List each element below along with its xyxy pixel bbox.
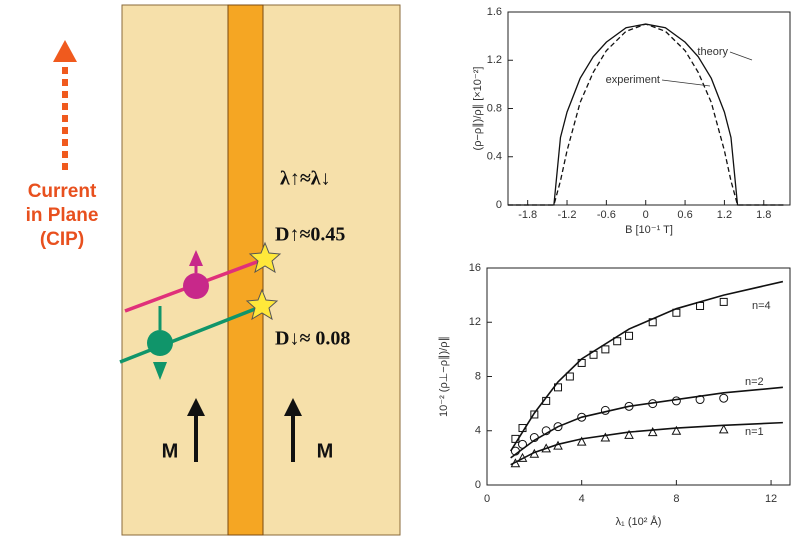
current-label: Current bbox=[28, 181, 97, 202]
spin-down-electron bbox=[147, 330, 173, 356]
point bbox=[519, 440, 527, 448]
fit-curve bbox=[511, 423, 783, 465]
point bbox=[720, 425, 728, 433]
x-tick-label: 0 bbox=[484, 493, 490, 505]
x-axis-label: B [10⁻¹ T] bbox=[625, 224, 673, 236]
chart: -1.8 -1.2 -0.6 0 0.6 1.2 1.8 0 0.4 0.8 1.2 1.6 B [10… bbox=[472, 6, 790, 236]
m-label: M bbox=[162, 440, 179, 462]
current-label: (CIP) bbox=[40, 229, 84, 250]
x-tick-label: 1.2 bbox=[717, 209, 732, 221]
x-tick-label: -1.8 bbox=[518, 209, 537, 221]
plot-frame bbox=[508, 12, 790, 205]
y-tick-label: 0 bbox=[496, 199, 502, 211]
x-tick-label: 0.6 bbox=[677, 209, 692, 221]
figure: Current in Plane (CIP) λ↑≈λ↓ D↑≈0.45 D↓≈… bbox=[0, 0, 796, 538]
point bbox=[602, 346, 609, 353]
point bbox=[720, 394, 728, 402]
current-arrow-head bbox=[53, 40, 77, 62]
y-axis-label: (ρ−ρ∥)/ρ∥ [×10⁻²] bbox=[472, 67, 484, 151]
x-tick-label: 12 bbox=[765, 493, 777, 505]
x-tick-label: 4 bbox=[579, 493, 585, 505]
y-tick-label: 0 bbox=[475, 479, 481, 491]
leader-line bbox=[730, 52, 752, 60]
lambda-label: λ↑≈λ↓ bbox=[280, 168, 331, 190]
x-tick-label: 0 bbox=[643, 209, 649, 221]
series-label: n=4 bbox=[752, 300, 771, 312]
series-label: theory bbox=[697, 46, 728, 58]
y-tick-label: 1.2 bbox=[487, 54, 502, 66]
point bbox=[697, 302, 704, 309]
point bbox=[672, 397, 680, 405]
series-label: experiment bbox=[606, 74, 660, 86]
d-up-label: D↑≈0.45 bbox=[275, 224, 345, 246]
line-series bbox=[508, 24, 783, 205]
x-tick-label: 8 bbox=[673, 493, 679, 505]
point bbox=[566, 373, 573, 380]
chart: 0 4 8 12 0 4 8 12 16 λ₁ (10² Å) 10⁻² (ρ⊥−ρ∥)/ρ∥ n=4… bbox=[438, 262, 790, 528]
line-series bbox=[508, 24, 783, 205]
series-label: n=2 bbox=[745, 376, 764, 388]
diagram: Current in Plane (CIP) λ↑≈λ↓ D↑≈0.45 D↓≈… bbox=[26, 5, 400, 535]
y-tick-label: 4 bbox=[475, 425, 481, 437]
y-tick-label: 1.6 bbox=[487, 6, 502, 18]
series-label: n=1 bbox=[745, 426, 764, 438]
point bbox=[720, 298, 727, 305]
m-label: M bbox=[317, 440, 334, 462]
point bbox=[626, 332, 633, 339]
x-tick-label: -1.2 bbox=[558, 209, 577, 221]
y-tick-label: 0.4 bbox=[487, 151, 502, 163]
x-tick-label: -0.6 bbox=[597, 209, 616, 221]
fit-curve bbox=[511, 282, 783, 452]
y-tick-label: 8 bbox=[475, 370, 481, 382]
y-tick-label: 12 bbox=[469, 316, 481, 328]
spin-up-electron bbox=[183, 273, 209, 299]
current-label: in Plane bbox=[26, 205, 99, 226]
d-down-label: D↓≈ 0.08 bbox=[275, 328, 350, 350]
x-axis-label: λ₁ (10² Å) bbox=[616, 515, 662, 528]
y-tick-label: 0.8 bbox=[487, 102, 502, 114]
y-axis-label: 10⁻² (ρ⊥−ρ∥)/ρ∥ bbox=[438, 336, 450, 417]
x-tick-label: 1.8 bbox=[756, 209, 771, 221]
y-tick-label: 16 bbox=[469, 262, 481, 274]
